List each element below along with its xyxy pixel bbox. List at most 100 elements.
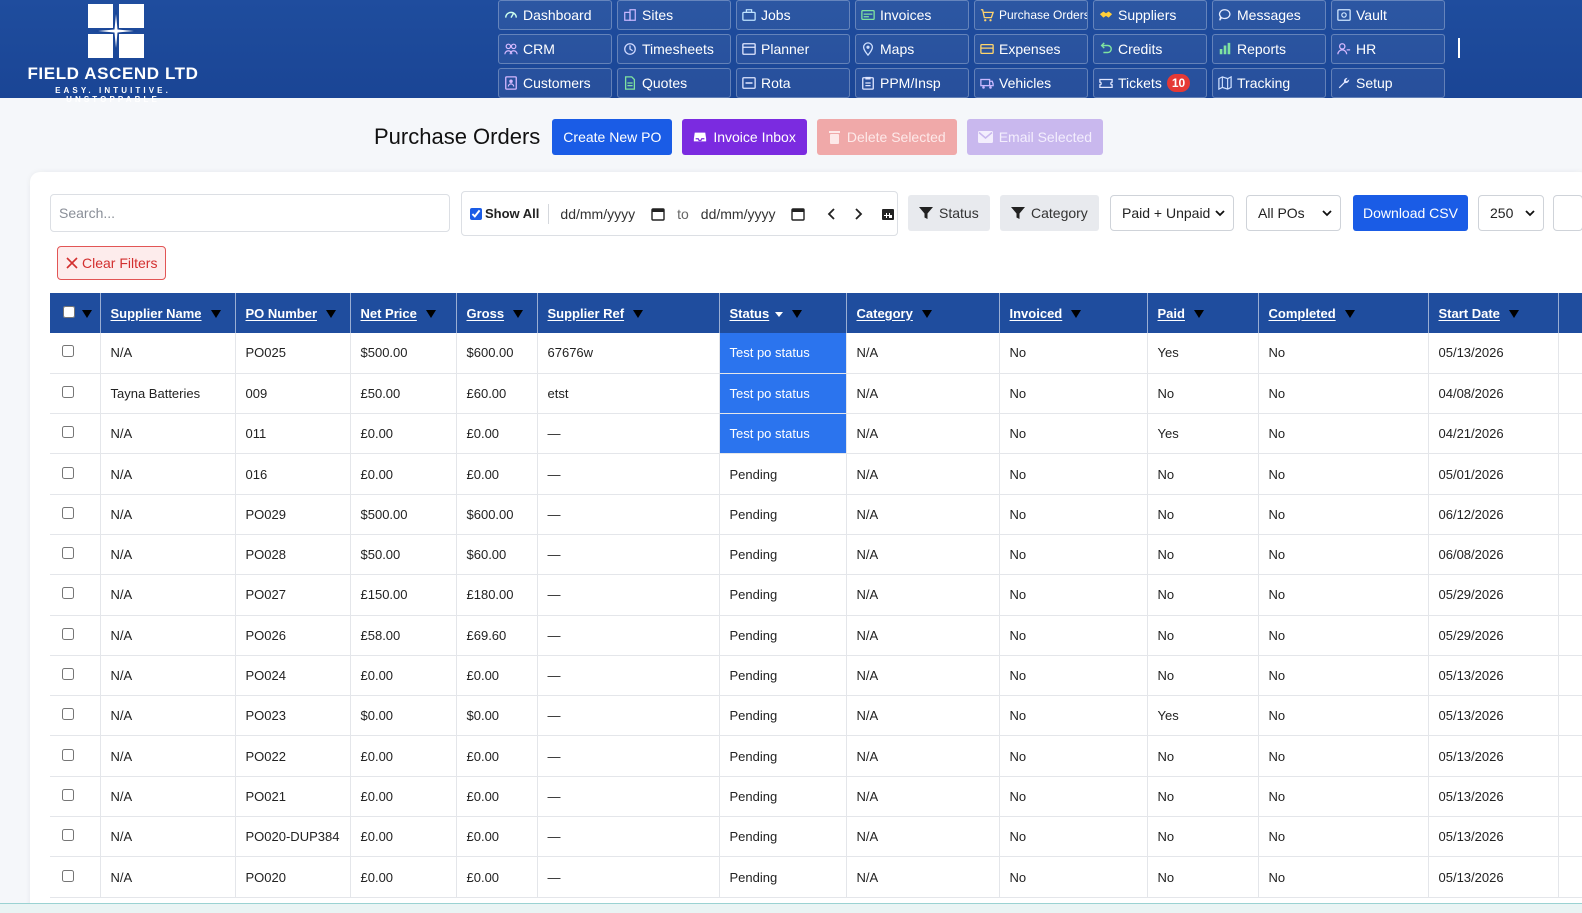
column-header-invoiced[interactable]: Invoiced xyxy=(999,293,1148,333)
column-filter-triangle-icon[interactable] xyxy=(210,310,221,319)
column-header-status[interactable]: Status xyxy=(719,293,847,333)
status-cell[interactable]: Pending xyxy=(719,776,847,818)
column-filter-triangle-icon[interactable] xyxy=(921,310,932,319)
nav-item-dashboard[interactable]: Dashboard xyxy=(498,0,612,30)
status-cell[interactable]: Pending xyxy=(719,655,847,697)
status-cell[interactable]: Pending xyxy=(719,453,847,495)
column-filter-triangle-icon[interactable] xyxy=(425,310,436,319)
nav-item-customers[interactable]: Customers xyxy=(498,68,612,98)
table-row[interactable]: N/A 016 £0.00 £0.00— Pending N/A No No No 05/01/2… xyxy=(50,453,1582,495)
row-checkbox[interactable] xyxy=(62,587,74,600)
table-row[interactable]: N/A PO021 £0.00 £0.00— Pending N/A No No No 05/13… xyxy=(50,776,1582,818)
chevron-right-icon[interactable] xyxy=(851,207,865,221)
po-type-select[interactable]: All POs xyxy=(1246,195,1341,231)
column-header-paid[interactable]: Paid xyxy=(1147,293,1259,333)
nav-item-purchase-orders[interactable]: Purchase Orders xyxy=(974,0,1088,30)
column-header-label[interactable]: PO Number xyxy=(245,305,318,321)
show-all-toggle[interactable]: Show All xyxy=(470,206,539,221)
column-filter-triangle-icon[interactable] xyxy=(1071,310,1082,319)
delete-selected-button[interactable]: Delete Selected xyxy=(816,119,957,155)
select-menu-triangle-icon[interactable] xyxy=(82,310,92,319)
status-filter-button[interactable]: Status xyxy=(908,195,990,231)
nav-item-quotes[interactable]: Quotes xyxy=(617,68,731,98)
page-size-select[interactable]: 250 xyxy=(1478,195,1544,231)
nav-item-setup[interactable]: Setup xyxy=(1331,68,1445,98)
invoice-inbox-button[interactable]: Invoice Inbox xyxy=(682,119,807,155)
column-header-label[interactable]: Invoiced xyxy=(1009,305,1063,321)
nav-item-crm[interactable]: CRM xyxy=(498,34,612,64)
row-checkbox[interactable] xyxy=(62,627,74,640)
column-header-label[interactable]: Net Price xyxy=(360,305,417,321)
nav-item-jobs[interactable]: Jobs xyxy=(736,0,850,30)
table-row[interactable]: N/A PO024 £0.00 £0.00— Pending N/A No No No 05/13… xyxy=(50,655,1582,697)
row-checkbox[interactable] xyxy=(62,829,74,842)
column-header-label[interactable]: Status xyxy=(729,305,770,321)
table-row[interactable]: N/A PO028 $50.00 $60.00— Pending N/A No No No 06/… xyxy=(50,534,1582,576)
company-logo[interactable]: FIELD ASCEND LTD EASY. INTUITIVE. UNSTOP… xyxy=(6,0,220,104)
nav-item-tickets[interactable]: Tickets 10 xyxy=(1093,68,1207,98)
nav-item-timesheets[interactable]: Timesheets xyxy=(617,34,731,64)
category-filter-button[interactable]: Category xyxy=(1000,195,1099,231)
column-header-gross[interactable]: Gross xyxy=(456,293,538,333)
row-checkbox[interactable] xyxy=(62,547,74,560)
clear-filters-button[interactable]: Clear Filters xyxy=(57,246,167,280)
column-header-supplier-ref[interactable]: Supplier Ref xyxy=(537,293,720,333)
column-header-label[interactable]: Completed xyxy=(1268,305,1336,321)
column-header-po-number[interactable]: PO Number xyxy=(235,293,351,333)
nav-item-planner[interactable]: Planner xyxy=(736,34,850,64)
column-header-completed[interactable]: Completed xyxy=(1258,293,1429,333)
nav-item-rota[interactable]: Rota xyxy=(736,68,850,98)
table-row[interactable]: N/A PO020 £0.00 £0.00— Pending N/A No No No 05/13… xyxy=(50,856,1582,898)
email-selected-button[interactable]: Email Selected xyxy=(966,119,1104,155)
column-header-label[interactable]: Paid xyxy=(1157,305,1185,321)
row-checkbox[interactable] xyxy=(62,869,74,882)
chevron-left-icon[interactable] xyxy=(825,207,839,221)
date-from-input[interactable]: dd/mm/yyyy xyxy=(560,206,665,222)
column-filter-triangle-icon[interactable] xyxy=(326,310,337,319)
nav-item-tracking[interactable]: Tracking xyxy=(1212,68,1326,98)
status-cell[interactable]: Test po status xyxy=(719,373,847,415)
table-row[interactable]: N/A 011 £0.00 £0.00— Test po status N/A No Yes N… xyxy=(50,413,1582,455)
status-cell[interactable]: Test po status xyxy=(719,413,847,455)
table-row[interactable]: N/A PO023 $0.00 $0.00— Pending N/A No Yes No 05/1… xyxy=(50,695,1582,737)
column-filter-triangle-icon[interactable] xyxy=(513,310,524,319)
table-row[interactable]: N/A PO026 £58.00 £69.60— Pending N/A No No No 05/… xyxy=(50,615,1582,656)
row-checkbox[interactable] xyxy=(62,385,74,398)
column-filter-triangle-icon[interactable] xyxy=(792,310,803,319)
column-filter-triangle-icon[interactable] xyxy=(633,310,644,319)
nav-item-vault[interactable]: Vault xyxy=(1331,0,1445,30)
column-header-label[interactable]: Gross xyxy=(466,305,505,321)
nav-item-expenses[interactable]: Expenses xyxy=(974,34,1088,64)
column-filter-triangle-icon[interactable] xyxy=(1344,310,1355,319)
table-row[interactable]: N/A PO027 £150.00 £180.00— Pending N/A No No No 0… xyxy=(50,574,1582,616)
column-header-net-price[interactable]: Net Price xyxy=(350,293,457,333)
row-checkbox[interactable] xyxy=(62,748,74,761)
column-filter-triangle-icon[interactable] xyxy=(1193,310,1204,319)
calendar-icon[interactable] xyxy=(651,207,665,221)
select-all-checkbox[interactable] xyxy=(63,305,75,318)
column-header-label[interactable]: Category xyxy=(856,305,913,321)
calendar-icon[interactable] xyxy=(791,207,806,221)
show-all-checkbox[interactable] xyxy=(470,207,482,220)
row-checkbox[interactable] xyxy=(62,708,74,721)
table-row[interactable]: N/A PO025 $500.00 $600.00 67676w Test po stat… xyxy=(50,333,1582,374)
nav-item-suppliers[interactable]: Suppliers xyxy=(1093,0,1207,30)
nav-item-reports[interactable]: Reports xyxy=(1212,34,1326,64)
column-header-start-date[interactable]: Start Date xyxy=(1428,293,1559,333)
nav-item-invoices[interactable]: Invoices xyxy=(855,0,969,30)
nav-item-vehicles[interactable]: Vehicles xyxy=(974,68,1088,98)
column-header-category[interactable]: Category xyxy=(846,293,1000,333)
row-checkbox[interactable] xyxy=(62,345,74,358)
column-header-label[interactable]: Start Date xyxy=(1438,305,1500,321)
search-input[interactable] xyxy=(50,194,450,232)
status-cell[interactable]: Pending xyxy=(719,695,847,737)
column-header-label[interactable]: Supplier Ref xyxy=(547,305,625,321)
calendar-picker-icon[interactable] xyxy=(881,207,895,221)
download-csv-button[interactable]: Download CSV xyxy=(1353,195,1468,231)
paid-status-select[interactable]: Paid + Unpaid xyxy=(1110,195,1234,231)
nav-item-ppm-insp[interactable]: PPM/Insp xyxy=(855,68,969,98)
row-checkbox[interactable] xyxy=(62,506,74,519)
column-header-supplier-name[interactable]: Supplier Name xyxy=(100,293,236,333)
column-filter-triangle-icon[interactable] xyxy=(1508,310,1519,319)
status-cell[interactable]: Pending xyxy=(719,494,847,535)
